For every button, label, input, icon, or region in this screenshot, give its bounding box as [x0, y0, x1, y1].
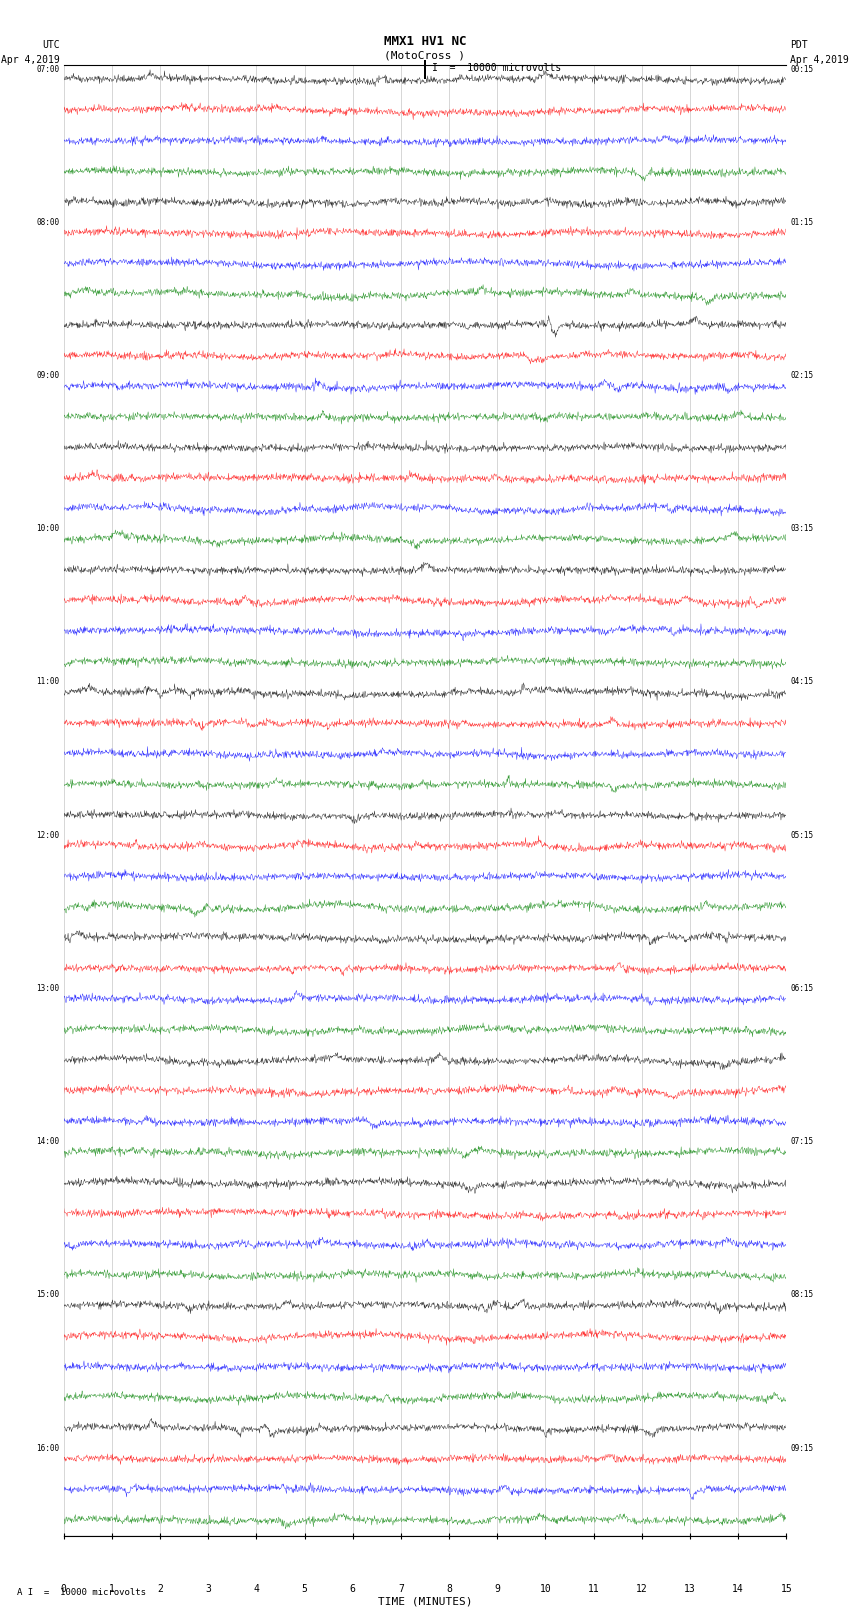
- Text: 06:15: 06:15: [790, 984, 813, 994]
- Text: 08:00: 08:00: [37, 218, 60, 227]
- Text: PDT: PDT: [790, 40, 808, 50]
- Text: 05:15: 05:15: [790, 831, 813, 840]
- Text: MMX1 HV1 NC: MMX1 HV1 NC: [383, 35, 467, 48]
- Text: UTC: UTC: [42, 40, 60, 50]
- Text: 04:15: 04:15: [790, 677, 813, 687]
- Text: 12:00: 12:00: [37, 831, 60, 840]
- Text: 01:15: 01:15: [790, 218, 813, 227]
- X-axis label: TIME (MINUTES): TIME (MINUTES): [377, 1597, 473, 1607]
- Text: 14:00: 14:00: [37, 1137, 60, 1147]
- Text: 08:15: 08:15: [790, 1290, 813, 1300]
- Text: 13:00: 13:00: [37, 984, 60, 994]
- Text: 03:15: 03:15: [790, 524, 813, 534]
- Text: 07:15: 07:15: [790, 1137, 813, 1147]
- Text: Apr 4,2019: Apr 4,2019: [1, 55, 60, 65]
- Text: Apr 4,2019: Apr 4,2019: [790, 55, 849, 65]
- Text: 09:00: 09:00: [37, 371, 60, 381]
- Text: 10:00: 10:00: [37, 524, 60, 534]
- Text: I  =  10000 microvolts: I = 10000 microvolts: [432, 63, 561, 73]
- Text: A I  =  10000 microvolts: A I = 10000 microvolts: [17, 1587, 146, 1597]
- Text: 00:15: 00:15: [790, 65, 813, 74]
- Text: 09:15: 09:15: [790, 1444, 813, 1453]
- Text: 16:00: 16:00: [37, 1444, 60, 1453]
- Text: 02:15: 02:15: [790, 371, 813, 381]
- Text: 11:00: 11:00: [37, 677, 60, 687]
- Text: (MotoCross ): (MotoCross ): [384, 50, 466, 60]
- Text: 07:00: 07:00: [37, 65, 60, 74]
- Text: 15:00: 15:00: [37, 1290, 60, 1300]
